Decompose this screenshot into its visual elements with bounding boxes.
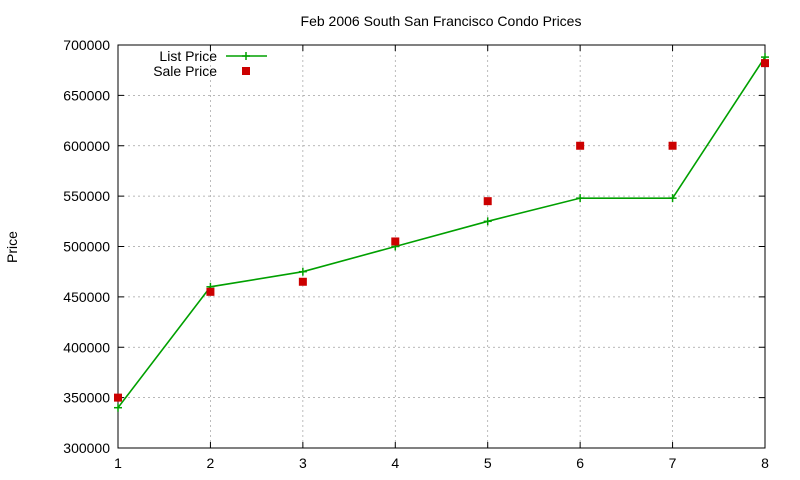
plot-frame <box>117 44 766 449</box>
y-tick-label: 350000 <box>63 390 110 406</box>
grid <box>118 45 765 448</box>
axis-ticks: 300000 350000 400000 450000 500000 550000 6000… <box>63 37 769 471</box>
list-price-point <box>298 267 307 276</box>
y-tick-label: 450000 <box>63 289 110 305</box>
data-series <box>114 53 769 412</box>
sale-price-point <box>483 197 492 206</box>
x-tick-label: 3 <box>299 455 307 471</box>
sale-price-point <box>298 277 307 286</box>
x-tick-label: 7 <box>669 455 677 471</box>
legend-item: Sale Price <box>153 63 250 79</box>
sale-price-point <box>391 237 400 246</box>
chart-title: Feb 2006 South San Francisco Condo Price… <box>301 13 582 29</box>
sale-price-point <box>114 393 122 402</box>
y-tick-label: 650000 <box>63 87 110 103</box>
x-tick-label: 1 <box>114 455 122 471</box>
y-tick-label: 550000 <box>63 188 110 204</box>
y-tick-label: 600000 <box>63 138 110 154</box>
list-price-point <box>114 403 122 412</box>
sale-price-point <box>761 59 769 68</box>
list-price-point <box>668 194 677 203</box>
list-price-point <box>483 217 492 226</box>
sale-price-point <box>206 287 215 296</box>
series-list-price <box>114 53 769 412</box>
list-price-line <box>117 56 766 409</box>
x-tick-label: 2 <box>207 455 215 471</box>
y-tick-label: 500000 <box>63 239 110 255</box>
sale-price-point <box>576 141 585 150</box>
legend-marker-swatch <box>242 52 250 60</box>
series-sale-price <box>114 59 769 402</box>
y-axis-label: Price <box>4 231 20 263</box>
sale-price-point <box>668 141 677 150</box>
list-price-point <box>576 194 585 203</box>
y-tick-label: 400000 <box>63 339 110 355</box>
legend-label: Sale Price <box>153 63 217 79</box>
x-tick-label: 8 <box>761 455 769 471</box>
x-tick-label: 4 <box>391 455 399 471</box>
y-tick-label: 700000 <box>63 37 110 53</box>
legend-item: List Price <box>159 48 267 64</box>
legend-label: List Price <box>159 48 217 64</box>
x-tick-label: 6 <box>576 455 584 471</box>
y-tick-label: 300000 <box>63 440 110 456</box>
x-tick-label: 5 <box>484 455 492 471</box>
legend-marker-swatch <box>242 67 250 75</box>
